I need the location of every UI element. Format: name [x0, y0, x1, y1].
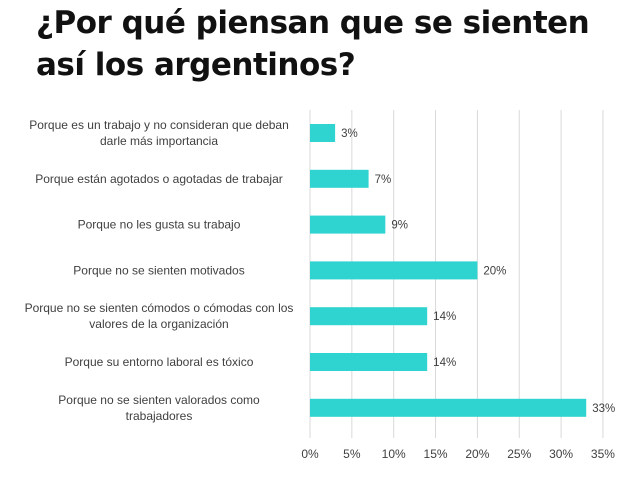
category-label: Porque están agotados o agotadas de trab…	[35, 172, 283, 186]
category-label-line: Porque no les gusta su trabajo	[78, 218, 241, 232]
category-label-line: Porque su entorno laboral es tóxico	[65, 355, 254, 369]
category-label-line: Porque están agotados o agotadas de trab…	[35, 172, 283, 186]
category-labels: Porque es un trabajo y no consideran que…	[25, 118, 294, 423]
bar	[310, 124, 336, 142]
chart-title: ¿Por qué piensan que se sienten así los …	[36, 5, 590, 83]
data-label: 14%	[433, 311, 456, 323]
bar	[310, 398, 587, 417]
bar	[310, 169, 369, 188]
bar	[310, 215, 386, 234]
x-axis-tick-labels: 0% 5% 10% 15% 20% 25% 30% 35%	[301, 447, 615, 461]
data-label: 14%	[433, 357, 456, 369]
category-label-line: darle más importancia	[100, 134, 218, 148]
category-label: Porque es un trabajo y no consideran que…	[29, 118, 289, 148]
bars	[310, 124, 587, 417]
data-label: 9%	[391, 220, 408, 232]
data-label: 3%	[341, 128, 358, 140]
category-label-line: valores de la organización	[89, 317, 228, 331]
category-label: Porque no se sienten valorados como traba…	[58, 393, 260, 423]
category-label-line: Porque es un trabajo y no consideran que…	[29, 118, 289, 132]
data-labels: 3% 7% 9% 20% 14% 14% 33%	[341, 128, 615, 415]
bar	[310, 261, 478, 280]
x-tick-label: 15%	[424, 447, 448, 461]
x-tick-label: 10%	[382, 447, 406, 461]
x-tick-label: 20%	[465, 447, 489, 461]
bar	[310, 353, 428, 371]
category-label: Porque no se sienten cómodos o cómodas c…	[25, 301, 294, 331]
x-tick-label: 0%	[301, 447, 319, 461]
x-tick-label: 35%	[591, 447, 615, 461]
bar	[310, 307, 428, 326]
data-label: 20%	[483, 265, 506, 277]
data-label: 7%	[375, 174, 392, 186]
category-label-line: trabajadores	[126, 409, 193, 423]
x-tick-label: 30%	[549, 447, 573, 461]
x-tick-label: 25%	[507, 447, 531, 461]
category-label: Porque no se sienten motivados	[73, 263, 244, 277]
category-label-line: Porque no se sienten cómodos o cómodas c…	[25, 301, 294, 315]
data-label: 33%	[592, 403, 615, 415]
category-label-line: Porque no se sienten valorados como	[58, 393, 260, 407]
category-label-line: Porque no se sienten motivados	[73, 263, 244, 277]
category-label: Porque su entorno laboral es tóxico	[65, 355, 254, 369]
x-tick-label: 5%	[343, 447, 361, 461]
category-label: Porque no les gusta su trabajo	[78, 218, 241, 232]
